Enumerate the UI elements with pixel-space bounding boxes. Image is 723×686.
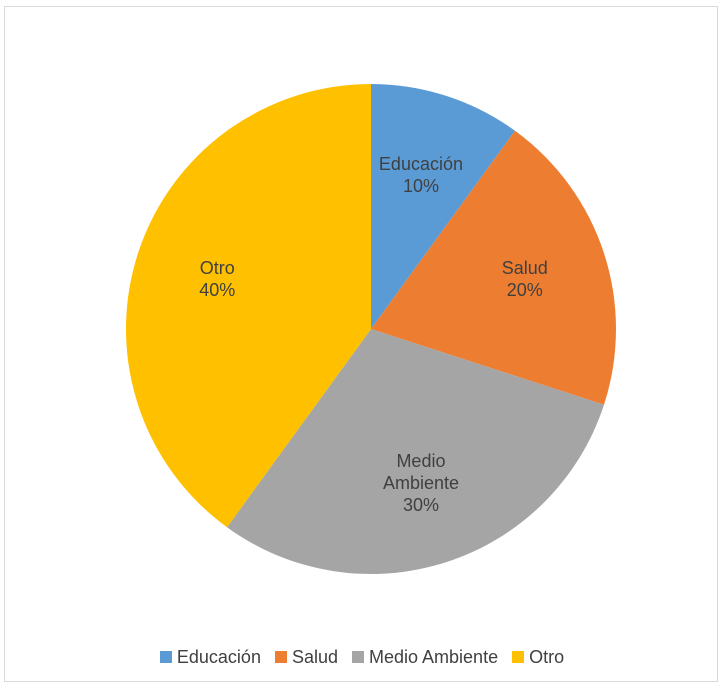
- legend-swatch-educacion: [159, 651, 172, 663]
- legend-label-salud: Salud: [291, 646, 338, 667]
- pie-slice-salud: [371, 130, 616, 405]
- legend-item-otro: Otro: [512, 647, 564, 668]
- pie-slice-educacion: [371, 84, 516, 329]
- data-label-educacion: Educación 10%: [379, 154, 463, 196]
- legend-swatch-medio-ambiente: [352, 651, 364, 663]
- data-label-otro: Otro 40%: [199, 258, 235, 300]
- pie-slice-otro: [126, 84, 371, 528]
- legend-item-salud: Salud: [274, 646, 338, 668]
- legend-label-medio-ambiente: Medio Ambiente: [369, 646, 499, 667]
- legend-label-otro: Otro: [529, 646, 565, 667]
- legend-item-educacion: Educación: [159, 646, 261, 668]
- pie-slice-medio-ambiente: [226, 329, 605, 574]
- data-label-medio-ambiente: Medio Ambiente 30%: [383, 451, 459, 515]
- legend-label-educacion: Educación: [176, 646, 261, 667]
- chart-area: Educación 10% Salud 20% Medio Ambiente 30% Otro…: [4, 6, 718, 682]
- data-label-salud: Salud 20%: [502, 258, 548, 300]
- legend-item-medio-ambiente: Medio Ambiente: [352, 647, 498, 668]
- legend: Educación Salud Medio Ambiente Otro: [5, 643, 719, 671]
- legend-swatch-otro: [512, 651, 525, 663]
- legend-swatch-salud: [274, 651, 287, 663]
- pie-chart: Educación 10% Salud 20% Medio Ambiente 30% Otro…: [126, 84, 616, 574]
